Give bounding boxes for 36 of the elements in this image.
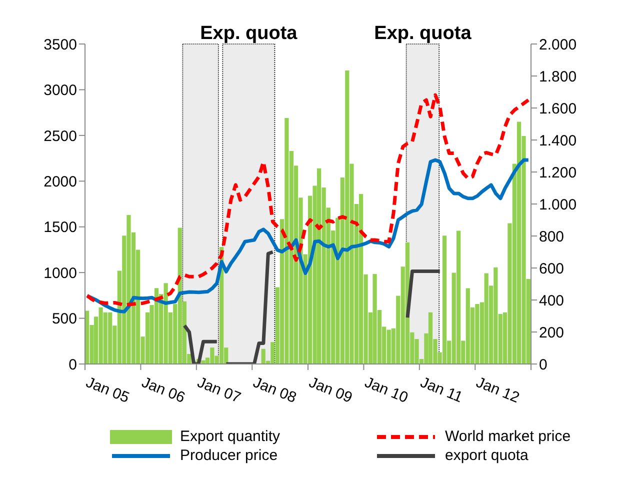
- y2-tick-label: 600: [539, 260, 564, 278]
- y-tick-label: 500: [52, 310, 77, 328]
- y2-tick-label: 800: [539, 228, 564, 246]
- x-tick-label: Jan 07: [194, 374, 244, 407]
- x-tick-label: Jan 09: [306, 374, 355, 407]
- y2-tick-label: 1.000: [539, 196, 577, 214]
- line-series: [85, 158, 530, 314]
- y2-tick-label: 200: [539, 324, 564, 342]
- x-tick-label: Jan 10: [362, 374, 410, 407]
- band-label: Exp. quota: [200, 23, 298, 44]
- x-tick-label: Jan 05: [84, 374, 132, 407]
- x-tick-label: Jan 12: [474, 374, 522, 407]
- y2-tick-label: 0: [539, 356, 548, 374]
- y2-tick-label: 400: [539, 292, 564, 310]
- y-tick-label: 1500: [44, 219, 77, 236]
- bar: [201, 360, 206, 364]
- y-tick-label: 3500: [44, 36, 77, 54]
- x-tick-label: Jan 08: [250, 374, 299, 407]
- y-tick-label: 3000: [44, 82, 77, 100]
- y2-tick-label: 2.000: [539, 36, 577, 54]
- legend-label: export quota: [445, 447, 528, 464]
- legend-label: World market price: [445, 428, 571, 445]
- y2-tick-label: 1.600: [539, 100, 577, 118]
- y2-tick-label: 1.400: [539, 132, 577, 150]
- y-tick-label: 0: [68, 356, 77, 374]
- y2-tick-label: 1.800: [539, 68, 577, 86]
- y2-tick-label: 1.200: [539, 164, 577, 182]
- y-tick-label: 1000: [44, 264, 77, 282]
- y-tick-label: 2000: [44, 173, 77, 190]
- legend-label: Producer price: [180, 447, 278, 464]
- line-series: [85, 93, 530, 307]
- x-tick-label: Jan 06: [139, 374, 188, 407]
- legend-label: Export quantity: [180, 428, 280, 445]
- band-label: Exp. quota: [374, 23, 472, 44]
- y-tick-label: 2500: [44, 128, 77, 145]
- x-tick-label: Jan 11: [418, 374, 466, 406]
